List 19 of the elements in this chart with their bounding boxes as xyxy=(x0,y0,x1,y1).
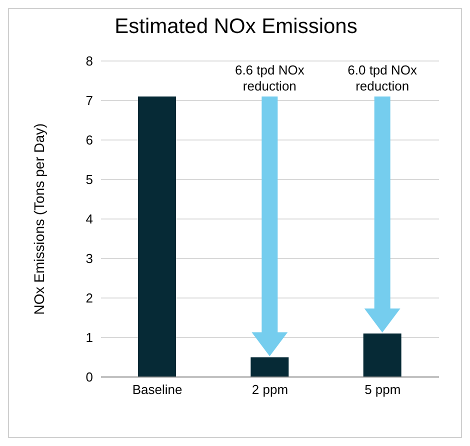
annotation: 6.6 tpd NOx reduction xyxy=(234,62,305,94)
bar xyxy=(250,357,289,377)
annotation: 6.0 tpd NOx reduction xyxy=(348,62,418,94)
y-axis-title: NOx Emissions (Tons per Day) xyxy=(30,123,47,315)
y-tick-label: 1 xyxy=(86,330,93,346)
bar xyxy=(138,96,176,377)
x-tick-label: 5 ppm xyxy=(364,382,401,398)
x-tick-label: 2 ppm xyxy=(252,382,288,398)
chart-title: Estimated NOx Emissions xyxy=(114,15,358,39)
y-tick-label: 0 xyxy=(86,370,93,385)
y-tick-label: 5 xyxy=(86,172,93,188)
y-tick-label: 8 xyxy=(86,54,93,69)
x-tick-label: Baseline xyxy=(132,382,182,398)
y-tick-label: 4 xyxy=(86,212,93,227)
bar xyxy=(363,334,402,377)
y-tick-label: 6 xyxy=(86,132,93,148)
y-tick-label: 2 xyxy=(86,290,93,306)
y-tick-label: 7 xyxy=(86,93,93,108)
y-tick-label: 3 xyxy=(86,251,93,266)
